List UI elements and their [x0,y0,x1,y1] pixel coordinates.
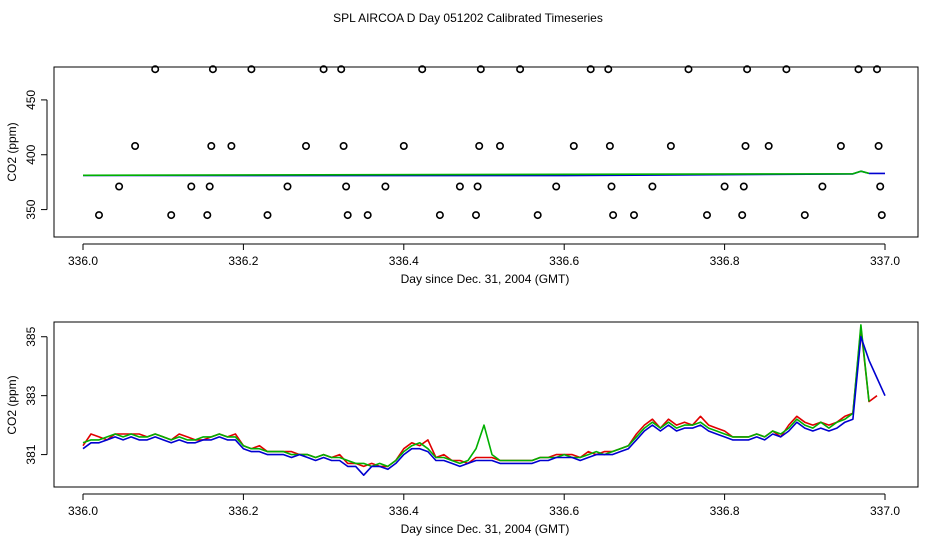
top-panel-calibration-point [818,182,827,191]
top-panel-calibration-point [872,65,881,74]
bottom-panel-marks [82,324,886,477]
bottom-panel-x-tick-label: 336.8 [710,504,740,518]
top-panel-calibration-point [720,182,729,191]
top-panel-plot-border [53,66,919,238]
bottom-panel-x-tick-label: 336.2 [228,504,258,518]
top-panel-calibration-point [586,65,595,74]
top-panel-x-tick-label: 336.4 [389,254,419,268]
top-panel-calibration-point [476,65,485,74]
top-panel-calibration-point [516,65,525,74]
top-panel-calibration-point [609,211,618,220]
top-panel-calibration-point [836,142,845,151]
top-panel-calibration-point [738,211,747,220]
top-panel-calibration-point [319,65,328,74]
top-panel-y-tick-label: 400 [24,144,38,164]
top-panel-calibration-point [764,142,773,151]
top-panel-calibration-point [208,65,217,74]
bottom-panel-y-tick-label: 383 [24,385,38,405]
top-panel-calibration-point [874,142,883,151]
top-panel-calibration-point [363,211,372,220]
bottom-panel-series-green [82,324,870,468]
bottom-panel-x-tick-label: 337.0 [870,504,900,518]
top-panel-calibration-point [684,65,693,74]
top-panel-calibration-point [629,211,638,220]
bottom-panel-series-blue [82,335,886,477]
top-panel-calibration-point [167,211,176,220]
top-panel-calibration-point [741,142,750,151]
top-panel-calibration-point [604,65,613,74]
top-panel-calibration-point [569,142,578,151]
bottom-panel-x-tick-label: 336.4 [389,504,419,518]
top-panel-calibration-point [203,211,212,220]
top-panel-calibration-point [605,142,614,151]
top-panel-calibration-point [207,142,216,151]
top-panel-calibration-point [339,142,348,151]
top-panel-series-green-line [82,170,870,177]
top-panel-calibration-point [495,142,504,151]
top-panel-calibration-point [247,65,256,74]
top-panel-calibration-point [95,211,104,220]
top-panel-calibration-point [533,211,542,220]
top-panel-calibration-point [337,65,346,74]
top-panel-axes: 336.0 336.2 336.4 336.6 336.8 337.0 350 400 450 [24,90,900,268]
top-panel-calibration-point [263,211,272,220]
top-panel-calibration-point [343,211,352,220]
top-panel-calibration-point [342,182,351,191]
top-panel-calibration-point [399,142,408,151]
top-panel-calibration-point [471,211,480,220]
top-panel-calibration-point [473,182,482,191]
top-panel-marks [82,65,886,220]
top-panel-calibration-point [283,182,292,191]
top-panel-calibration-point [854,65,863,74]
top-panel-calibration-point [800,211,809,220]
page-title: SPL AIRCOA D Day 051202 Calibrated Times… [333,11,603,25]
top-panel-calibration-point [877,211,886,220]
top-panel-calibration-point [381,182,390,191]
top-panel-calibration-point [607,182,616,191]
top-panel-calibration-point [876,182,885,191]
top-panel-calibration-point [702,211,711,220]
top-panel-y-tick-label: 350 [24,199,38,219]
top-panel-calibration-point [227,142,236,151]
bottom-panel-series-red [82,327,878,468]
top-panel-calibration-point [418,65,427,74]
top-panel-calibration-point [455,182,464,191]
top-panel-calibration-point [435,211,444,220]
top-panel-calibration-point [739,182,748,191]
top-panel-x-tick-label: 336.6 [549,254,579,268]
top-panel-calibration-point [648,182,657,191]
bottom-panel-x-tick-label: 336.0 [68,504,98,518]
top-panel-x-tick-label: 337.0 [870,254,900,268]
top-panel-y-tick-label: 450 [24,90,38,110]
bottom-panel-x-tick-label: 336.6 [549,504,579,518]
bottom-panel-axes: 336.0 336.2 336.4 336.6 336.8 337.0 381 383 385 [24,326,900,518]
top-panel-calibration-point [115,182,124,191]
top-panel-y-axis-label: CO2 (ppm) [5,122,19,181]
bottom-panel-y-axis-label: CO2 (ppm) [5,375,19,434]
bottom-panel-co2-timeseries: 336.0 336.2 336.4 336.6 336.8 337.0381383385 … [5,321,919,536]
top-panel-calibration-scatter: 336.0 336.2 336.4 336.6 336.8 337.0350400450 … [5,65,919,286]
top-panel-calibration-point [552,182,561,191]
top-panel-calibration-point [131,142,140,151]
top-panel-calibration-point [151,65,160,74]
bottom-panel-y-tick-label: 385 [24,326,38,346]
top-panel-calibration-point [666,142,675,151]
top-panel-x-axis-label: Day since Dec. 31, 2004 (GMT) [401,272,570,286]
top-panel-calibration-point [187,182,196,191]
top-panel-calibration-point [475,142,484,151]
top-panel-x-tick-label: 336.8 [710,254,740,268]
bottom-panel-x-axis-label: Day since Dec. 31, 2004 (GMT) [401,522,570,536]
top-panel-calibration-point [301,142,310,151]
top-panel-x-tick-label: 336.2 [228,254,258,268]
bottom-panel-y-tick-label: 381 [24,444,38,464]
top-panel-calibration-point [782,65,791,74]
bottom-panel-plot-border [53,321,919,488]
top-panel-calibration-point [205,182,214,191]
top-panel-x-tick-label: 336.0 [68,254,98,268]
top-panel-calibration-point [743,65,752,74]
